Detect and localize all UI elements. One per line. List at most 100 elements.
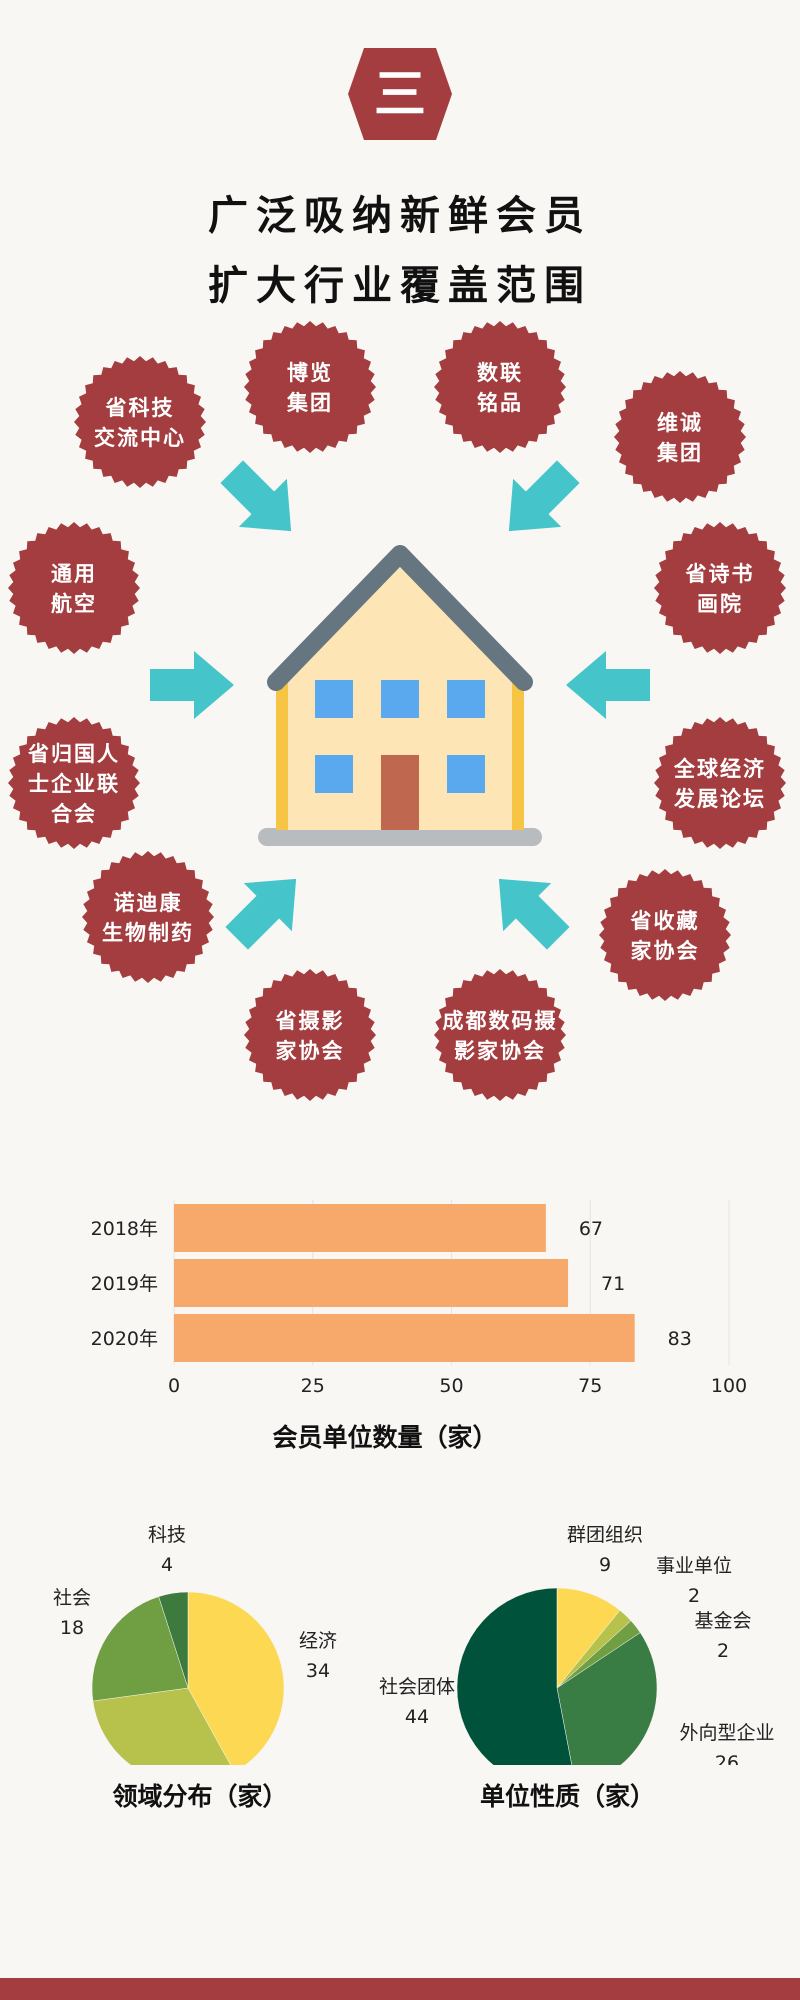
- member-name-line: 集团: [286, 391, 333, 415]
- house-roof: [267, 545, 533, 691]
- member-name-line: 省科技: [105, 396, 175, 420]
- seal-shape: [8, 717, 140, 849]
- seal-shape: [654, 522, 786, 654]
- seal-shape: [599, 869, 731, 1001]
- pie-slice: [556, 1587, 621, 1689]
- pie-slice: [187, 1591, 285, 1773]
- bar: [174, 1204, 546, 1252]
- member-name-line: 省摄影: [275, 1009, 345, 1033]
- footer-bar: [0, 1978, 800, 2000]
- category-label: 2018年: [91, 1218, 158, 1240]
- data-label: 71: [601, 1273, 625, 1295]
- arrow-icon: [508, 460, 580, 532]
- member-name-line: 家协会: [276, 1039, 345, 1063]
- house-window: [447, 755, 485, 793]
- bar-category-labels: 2018年 2019年 2020年: [91, 1218, 158, 1350]
- member-name-line: 家协会: [631, 939, 700, 963]
- arrow-icon: [225, 878, 297, 950]
- pie-slice: [158, 1591, 189, 1689]
- bar-chart-title: 会员单位数量（家）: [272, 1423, 498, 1452]
- x-tick-label: 50: [439, 1375, 463, 1397]
- seal-shape: [82, 851, 214, 983]
- member-name-line: 士企业联: [28, 772, 120, 796]
- member-name-line: 省归国人: [27, 742, 120, 766]
- house-window: [447, 680, 485, 718]
- member-name-line: 发展论坛: [673, 787, 766, 811]
- x-tick-label: 100: [711, 1375, 747, 1397]
- member-name-line: 成都数码摄: [443, 1009, 558, 1033]
- arrow-icon: [566, 651, 650, 719]
- member-name-line: 诺迪康: [114, 891, 183, 915]
- x-tick-label: 25: [301, 1375, 325, 1397]
- x-tick-label: 0: [168, 1375, 180, 1397]
- member-name-line: 省收藏: [630, 909, 700, 933]
- member-name-line: 集团: [656, 441, 703, 465]
- house-window: [315, 755, 353, 793]
- seal-shape: [434, 969, 566, 1101]
- slice-label: 外向型企业: [679, 1722, 774, 1744]
- slice-value-label: 9: [599, 1554, 611, 1576]
- badge-hexagon: [348, 48, 452, 140]
- slice-label: 群团组织: [567, 1524, 643, 1546]
- slice-value-label: 2: [717, 1640, 729, 1662]
- house-illustration: [258, 545, 542, 846]
- data-label: 67: [579, 1218, 603, 1240]
- house-pillar-right: [512, 680, 524, 830]
- nature-pie-chart: 群团组织 9 事业单位 2 基金会 2 外向型企业 26 社会团体 44 单位性质（家）: [365, 1515, 800, 1815]
- seal-shape: [654, 717, 786, 849]
- member-name-line: 铭品: [477, 391, 523, 415]
- bar-series: [174, 1204, 635, 1362]
- x-tick-label: 75: [578, 1375, 602, 1397]
- member-name-line: 全球经济: [673, 757, 766, 781]
- domain-pie-chart: 经济34文化25社会18科技4 领域分布（家）: [20, 1515, 380, 1830]
- slice-label: 社会团体: [379, 1676, 455, 1698]
- member-name-line: 画院: [697, 592, 743, 616]
- house-pillar-left: [276, 680, 288, 830]
- member-name-line: 博览: [287, 361, 333, 385]
- arrow-icon: [498, 878, 570, 950]
- member-name-line: 维诚: [657, 411, 703, 435]
- domain-pie-title: 领域分布（家）: [112, 1782, 288, 1811]
- slice-label: 科技: [148, 1524, 186, 1546]
- seal-shape: [614, 371, 746, 503]
- nature-pie-title: 单位性质（家）: [479, 1782, 655, 1811]
- category-label: 2019年: [91, 1273, 158, 1295]
- seal-shape: [434, 321, 566, 453]
- house-door: [381, 755, 419, 830]
- slice-value-label: 44: [405, 1706, 429, 1728]
- seal-shape: [8, 522, 140, 654]
- bar: [174, 1314, 635, 1362]
- seal-shape: [244, 321, 376, 453]
- member-hub-diagram: 博览集团数联铭品维诚集团省诗书画院全球经济发展论坛省收藏家协会成都数码摄影家协会…: [8, 321, 786, 1101]
- house-window: [315, 680, 353, 718]
- member-name-line: 合会: [51, 802, 97, 826]
- badge-numeral: 三: [374, 64, 426, 125]
- member-name-line: 数联: [477, 361, 523, 385]
- inward-arrows: [150, 460, 650, 950]
- slice-label: 社会: [53, 1587, 91, 1609]
- arrow-icon: [220, 460, 292, 532]
- page-title-line-1: 广泛吸纳新鲜会员: [208, 193, 592, 239]
- page-title-line-2: 扩大行业覆盖范围: [208, 263, 592, 309]
- slice-label: 事业单位: [656, 1555, 732, 1577]
- seal-shape: [74, 356, 206, 488]
- data-label: 83: [668, 1328, 692, 1350]
- slice-value-label: 2: [688, 1585, 700, 1607]
- slice-value-label: 18: [60, 1617, 84, 1639]
- member-seals: 博览集团数联铭品维诚集团省诗书画院全球经济发展论坛省收藏家协会成都数码摄影家协会…: [8, 321, 786, 1101]
- seal-shape: [244, 969, 376, 1101]
- slice-label: 经济: [299, 1630, 337, 1652]
- bar-tick-labels: 0 25 50 75 100: [168, 1375, 747, 1397]
- slice-value-label: 34: [306, 1660, 330, 1682]
- arrow-icon: [150, 651, 234, 719]
- pie-slice: [91, 1596, 189, 1702]
